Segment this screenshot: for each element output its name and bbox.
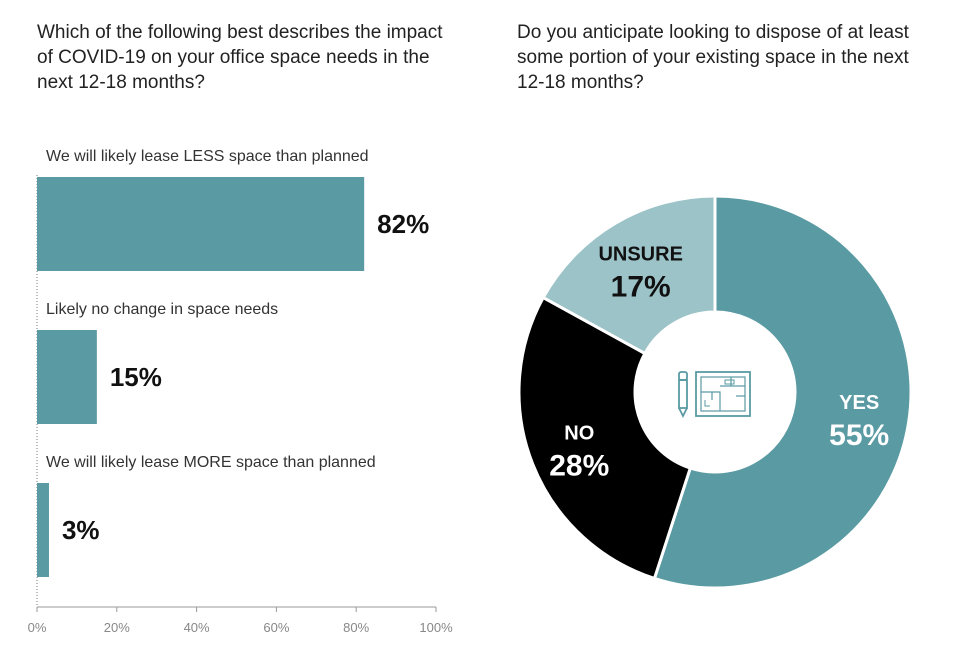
donut-chart: YES 55% NO 28% UNSURE 17%	[517, 194, 913, 590]
donut-slice-yes	[652, 194, 913, 590]
slice-category-label: UNSURE	[598, 243, 682, 265]
x-tick-label: 80%	[343, 620, 369, 635]
slice-category-label: YES	[839, 392, 879, 414]
bar-chart-title: Which of the following best describes th…	[37, 22, 443, 93]
donut-slice-unsure	[541, 194, 717, 356]
x-tick-label: 40%	[184, 620, 210, 635]
x-tick-label: 0%	[28, 620, 47, 635]
donut-slice-no	[517, 295, 693, 581]
bar	[37, 483, 49, 577]
slice-value-label: 28%	[549, 450, 609, 483]
bar-value-label: 82%	[377, 209, 429, 239]
bar-value-label: 3%	[62, 515, 100, 545]
donut-chart-title: Do you anticipate looking to dispose of …	[517, 22, 909, 93]
x-tick-label: 20%	[104, 620, 130, 635]
slice-category-label: NO	[564, 423, 594, 445]
bar-value-label: 15%	[110, 362, 162, 392]
blueprint-pencil-icon	[678, 371, 751, 419]
bar-chart: We will likely lease LESS space than pla…	[28, 148, 453, 635]
x-tick-label: 60%	[263, 620, 289, 635]
bar-category-label: We will likely lease MORE space than pla…	[46, 454, 376, 471]
bar-category-label: We will likely lease LESS space than pla…	[46, 148, 369, 165]
bar	[37, 330, 97, 424]
x-tick-label: 100%	[419, 620, 453, 635]
bar	[37, 177, 365, 271]
bar-category-label: Likely no change in space needs	[46, 301, 278, 318]
slice-value-label: 55%	[829, 419, 889, 452]
slice-value-label: 17%	[611, 270, 671, 303]
